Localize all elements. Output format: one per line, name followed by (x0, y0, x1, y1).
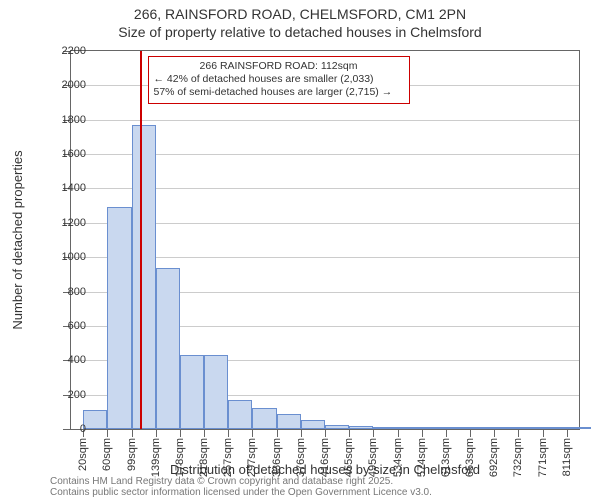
y-tick-label: 2200 (36, 45, 86, 57)
histogram-bar (567, 427, 591, 429)
x-tick (107, 429, 108, 437)
histogram-bar (252, 408, 276, 429)
x-tick (470, 429, 471, 437)
histogram-bar (398, 427, 422, 429)
histogram-bar (228, 400, 252, 429)
chart-title-line2: Size of property relative to detached ho… (0, 24, 600, 40)
histogram-bar (470, 427, 494, 429)
x-tick (349, 429, 350, 437)
x-tick (156, 429, 157, 437)
histogram-bar (204, 355, 228, 429)
annotation-box: 266 RAINSFORD ROAD: 112sqm← 42% of detac… (148, 56, 410, 103)
gridline-h (71, 120, 579, 121)
x-tick (494, 429, 495, 437)
y-tick-label: 2000 (36, 79, 86, 91)
histogram-bar (349, 426, 373, 429)
property-marker-line (140, 51, 142, 429)
x-tick (373, 429, 374, 437)
footer-attribution: Contains HM Land Registry data © Crown c… (50, 476, 432, 498)
y-tick-label: 0 (36, 423, 86, 435)
y-tick-label: 1800 (36, 114, 86, 126)
x-tick (180, 429, 181, 437)
x-tick (518, 429, 519, 437)
y-axis-label: Number of detached properties (10, 50, 25, 430)
x-tick (132, 429, 133, 437)
histogram-bar (180, 355, 204, 429)
annotation-line3: 57% of semi-detached houses are larger (… (154, 86, 404, 99)
histogram-bar (277, 414, 301, 429)
x-tick (325, 429, 326, 437)
x-tick (398, 429, 399, 437)
histogram-bar (325, 425, 349, 429)
histogram-bar (83, 410, 107, 429)
x-tick (422, 429, 423, 437)
y-tick-label: 600 (36, 320, 86, 332)
x-tick (277, 429, 278, 437)
histogram-bar (446, 427, 470, 429)
footer-line1: Contains HM Land Registry data © Crown c… (50, 476, 432, 487)
plot-area: 266 RAINSFORD ROAD: 112sqm← 42% of detac… (70, 50, 580, 430)
x-tick (228, 429, 229, 437)
histogram-bar (132, 125, 156, 429)
histogram-bar (422, 427, 446, 429)
y-tick-label: 1400 (36, 182, 86, 194)
y-tick-label: 200 (36, 389, 86, 401)
x-tick (301, 429, 302, 437)
histogram-bar (373, 427, 397, 429)
y-tick-label: 1600 (36, 148, 86, 160)
histogram-bar (518, 427, 542, 429)
histogram-bar (156, 268, 180, 430)
y-tick-label: 1000 (36, 251, 86, 263)
annotation-line2: ← 42% of detached houses are smaller (2,… (154, 73, 404, 86)
annotation-line1: 266 RAINSFORD ROAD: 112sqm (154, 60, 404, 73)
footer-line2: Contains public sector information licen… (50, 487, 432, 498)
chart-figure: 266, RAINSFORD ROAD, CHELMSFORD, CM1 2PN… (0, 0, 600, 500)
histogram-bar (107, 207, 131, 429)
x-tick (567, 429, 568, 437)
y-tick-label: 400 (36, 354, 86, 366)
y-tick-label: 1200 (36, 217, 86, 229)
histogram-bar (494, 427, 518, 429)
histogram-bar (543, 427, 567, 429)
histogram-bar (301, 420, 325, 429)
x-tick (252, 429, 253, 437)
x-tick (543, 429, 544, 437)
chart-title-line1: 266, RAINSFORD ROAD, CHELMSFORD, CM1 2PN (0, 6, 600, 22)
y-tick-label: 800 (36, 286, 86, 298)
x-tick (204, 429, 205, 437)
x-axis-label: Distribution of detached houses by size … (70, 462, 580, 477)
x-tick (446, 429, 447, 437)
